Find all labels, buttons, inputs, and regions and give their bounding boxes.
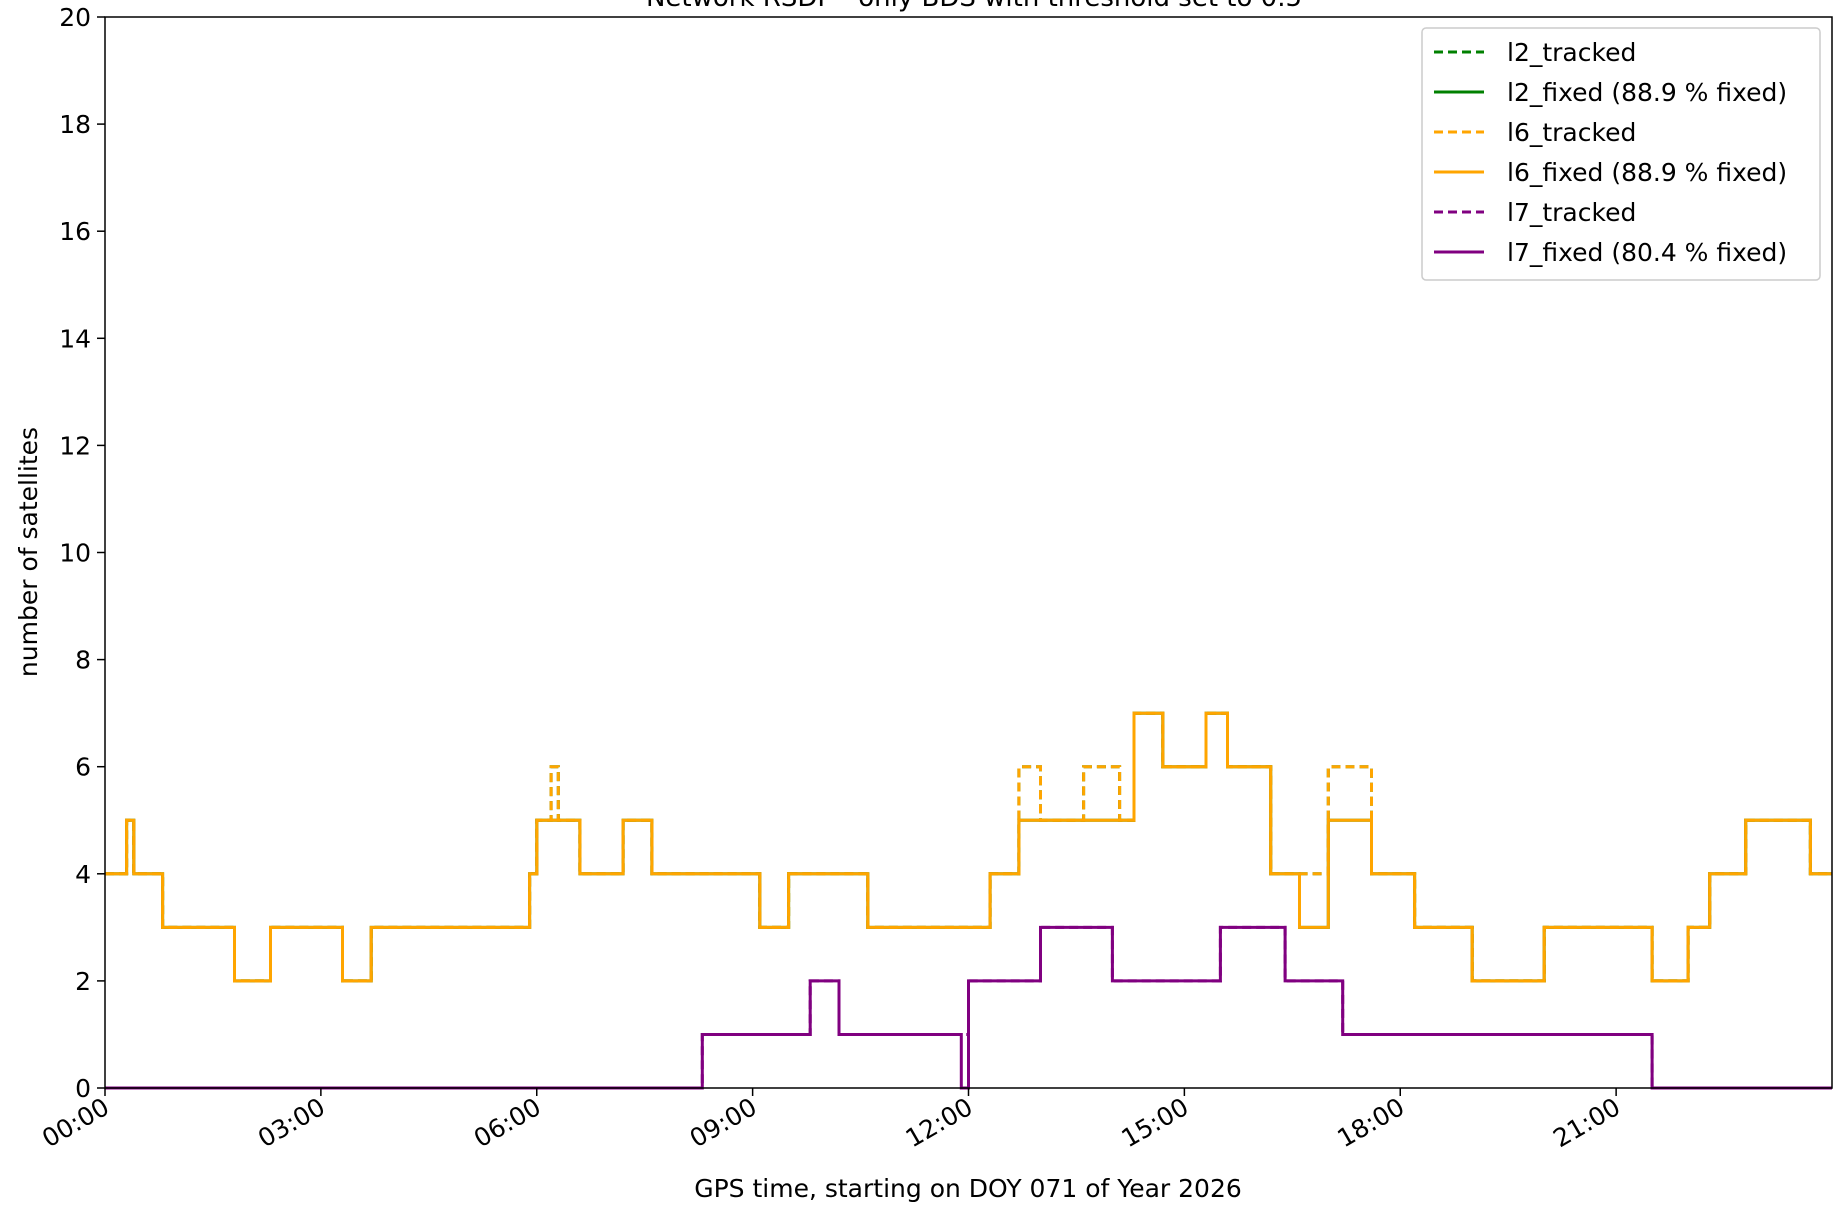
x-tick-label: 18:00 — [1332, 1092, 1409, 1153]
y-tick-label: 16 — [59, 217, 91, 246]
legend-label: l6_fixed (88.9 % fixed) — [1507, 158, 1787, 187]
x-tick-label: 21:00 — [1548, 1092, 1625, 1153]
x-axis-label: GPS time, starting on DOY 071 of Year 20… — [694, 1174, 1242, 1203]
legend: l2_tracked l2_fixed (88.9 % fixed) l6_trac… — [1421, 27, 1821, 281]
series-line-l2_tracked — [105, 711, 1832, 983]
y-tick-label: 8 — [75, 646, 91, 675]
x-tick-label: 06:00 — [469, 1092, 546, 1153]
legend-label: l7_tracked — [1507, 198, 1636, 227]
y-tick-label: 20 — [59, 3, 91, 32]
y-tick-label: 6 — [75, 753, 91, 782]
y-axis: 0 2 4 6 8 10 12 14 16 18 20 — [59, 3, 105, 1103]
y-tick-label: 4 — [75, 860, 91, 889]
x-tick-label: 09:00 — [685, 1092, 762, 1153]
series-line-l6_fixed — [105, 711, 1832, 983]
series-line-l2_fixed — [105, 711, 1832, 983]
x-axis: 00:00 03:00 06:00 09:00 12:00 15:00 18:00 21:00 — [37, 1088, 1625, 1153]
legend-label: l2_tracked — [1507, 38, 1636, 67]
legend-box — [1421, 27, 1821, 281]
legend-label: l7_fixed (80.4 % fixed) — [1507, 238, 1787, 267]
y-tick-label: 10 — [59, 539, 91, 568]
series-line-l6_tracked — [105, 711, 1832, 983]
y-tick-label: 14 — [59, 324, 91, 353]
chart-title: Network RSDF - only BDS with threshold s… — [646, 0, 1302, 13]
y-tick-label: 0 — [75, 1074, 91, 1103]
x-tick-label: 12:00 — [901, 1092, 978, 1153]
legend-label: l2_fixed (88.9 % fixed) — [1507, 78, 1787, 107]
y-tick-label: 18 — [59, 110, 91, 139]
plot-series-group — [105, 711, 1832, 1090]
y-tick-label: 12 — [59, 431, 91, 460]
x-tick-label: 15:00 — [1116, 1092, 1193, 1153]
x-tick-label: 03:00 — [253, 1092, 330, 1153]
legend-label: l6_tracked — [1507, 118, 1636, 147]
series-line-l7_fixed — [105, 925, 1832, 1090]
y-axis-label: number of satellites — [14, 427, 43, 677]
y-tick-label: 2 — [75, 967, 91, 996]
